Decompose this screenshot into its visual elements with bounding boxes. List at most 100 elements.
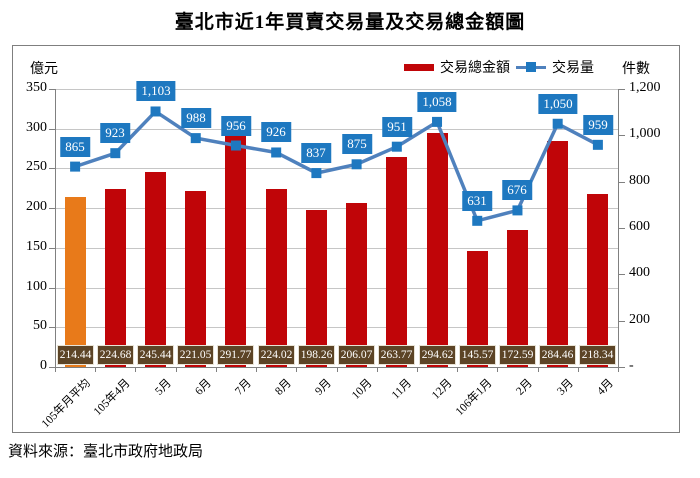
chart-legend: 交易總金額 交易量 (404, 56, 594, 78)
gridline (55, 327, 618, 328)
right-axis-tick-label: 200 (629, 312, 650, 327)
bar (145, 172, 166, 367)
right-axis-tick-label: - (629, 358, 634, 373)
right-axis-tick (619, 182, 625, 183)
legend-bar-swatch-icon (404, 63, 434, 71)
line-value-label: 926 (261, 122, 291, 142)
bar (65, 197, 86, 367)
line-value-label: 951 (382, 117, 412, 137)
line-value-label: 837 (301, 143, 331, 163)
gridline (55, 288, 618, 289)
bar-value-label: 245.44 (137, 345, 174, 365)
bar (427, 133, 448, 367)
bar (467, 251, 488, 367)
chart-title: 臺北市近1年買賣交易量及交易總金額圖 (174, 12, 526, 33)
left-axis-tick-label: 150 (26, 239, 47, 254)
right-axis-line (618, 89, 619, 367)
bar-value-label: 221.05 (177, 345, 214, 365)
left-axis-tick-label: 300 (26, 120, 47, 135)
line-value-label: 959 (583, 115, 613, 135)
x-axis-tick (578, 367, 579, 372)
x-axis-tick (497, 367, 498, 372)
left-axis-tick-label: 350 (26, 80, 47, 95)
x-axis-tick (618, 367, 619, 372)
bar-value-label: 291.77 (217, 345, 254, 365)
x-axis-tick (538, 367, 539, 372)
legend-line-swatch-icon (516, 61, 546, 72)
left-axis-tick (49, 288, 55, 289)
bar (507, 230, 528, 367)
left-axis-tick (49, 248, 55, 249)
left-axis-tick (49, 367, 55, 368)
x-axis-tick (417, 367, 418, 372)
gridline (55, 89, 618, 90)
bar (547, 141, 568, 367)
gridline (55, 248, 618, 249)
line-value-label: 631 (462, 191, 492, 211)
x-axis-tick (296, 367, 297, 372)
right-axis-title: 件數 (622, 62, 650, 77)
bar-value-label: 218.34 (579, 345, 616, 365)
left-axis-tick-label: 200 (26, 199, 47, 214)
left-axis-tick (49, 129, 55, 130)
line-value-label: 1,050 (538, 94, 578, 114)
left-axis-tick (49, 89, 55, 90)
right-axis-tick (619, 228, 625, 229)
bar-value-label: 214.44 (57, 345, 94, 365)
line-value-label: 956 (221, 116, 251, 136)
x-axis-tick (176, 367, 177, 372)
right-axis-tick (619, 135, 625, 136)
source-note: 資料來源：臺北市政府地政局 (8, 444, 204, 460)
bar-value-label: 206.07 (338, 345, 375, 365)
line-value-label: 923 (100, 123, 130, 143)
bar (266, 189, 287, 367)
x-axis-tick (256, 367, 257, 372)
x-axis-tick (377, 367, 378, 372)
bar-value-label: 284.46 (539, 345, 576, 365)
x-axis-tick (457, 367, 458, 372)
bar-value-label: 263.77 (378, 345, 415, 365)
bar (225, 135, 246, 367)
bar (185, 191, 206, 367)
left-axis-tick-label: 0 (40, 358, 47, 373)
line-value-label: 676 (502, 180, 532, 200)
left-axis-tick-label: 250 (26, 159, 47, 174)
right-axis-tick-label: 600 (629, 219, 650, 234)
bar-value-label: 172.59 (499, 345, 536, 365)
x-axis-tick (135, 367, 136, 372)
right-axis-tick-label: 800 (629, 173, 650, 188)
line-value-label: 1,103 (136, 81, 176, 101)
legend-label-volume: 交易量 (552, 61, 594, 76)
gridline (55, 168, 618, 169)
bar (346, 203, 367, 367)
bar (386, 157, 407, 367)
bar (306, 210, 327, 367)
line-value-label: 865 (60, 137, 90, 157)
gridline (55, 129, 618, 130)
right-axis-tick-label: 400 (629, 265, 650, 280)
x-axis-tick (95, 367, 96, 372)
bar (105, 189, 126, 367)
legend-label-amount: 交易總金額 (440, 61, 510, 76)
right-axis-tick (619, 367, 625, 368)
right-axis-tick (619, 89, 625, 90)
x-axis-tick (216, 367, 217, 372)
gridline (55, 208, 618, 209)
line-value-label: 1,058 (417, 92, 457, 112)
x-axis-line (49, 367, 618, 368)
legend-line-marker-icon (526, 61, 536, 72)
right-axis-tick-label: 1,200 (629, 80, 661, 95)
left-axis-line (55, 89, 56, 367)
left-axis-title: 億元 (30, 62, 58, 77)
line-value-label: 988 (181, 108, 211, 128)
left-axis-tick-label: 50 (33, 318, 47, 333)
bar-value-label: 224.02 (258, 345, 295, 365)
left-axis-tick-label: 100 (26, 279, 47, 294)
bar-value-label: 198.26 (298, 345, 335, 365)
left-axis-tick (49, 327, 55, 328)
x-axis-tick (337, 367, 338, 372)
line-value-label: 875 (342, 134, 372, 154)
left-axis-tick (49, 168, 55, 169)
x-axis-tick (55, 367, 56, 372)
